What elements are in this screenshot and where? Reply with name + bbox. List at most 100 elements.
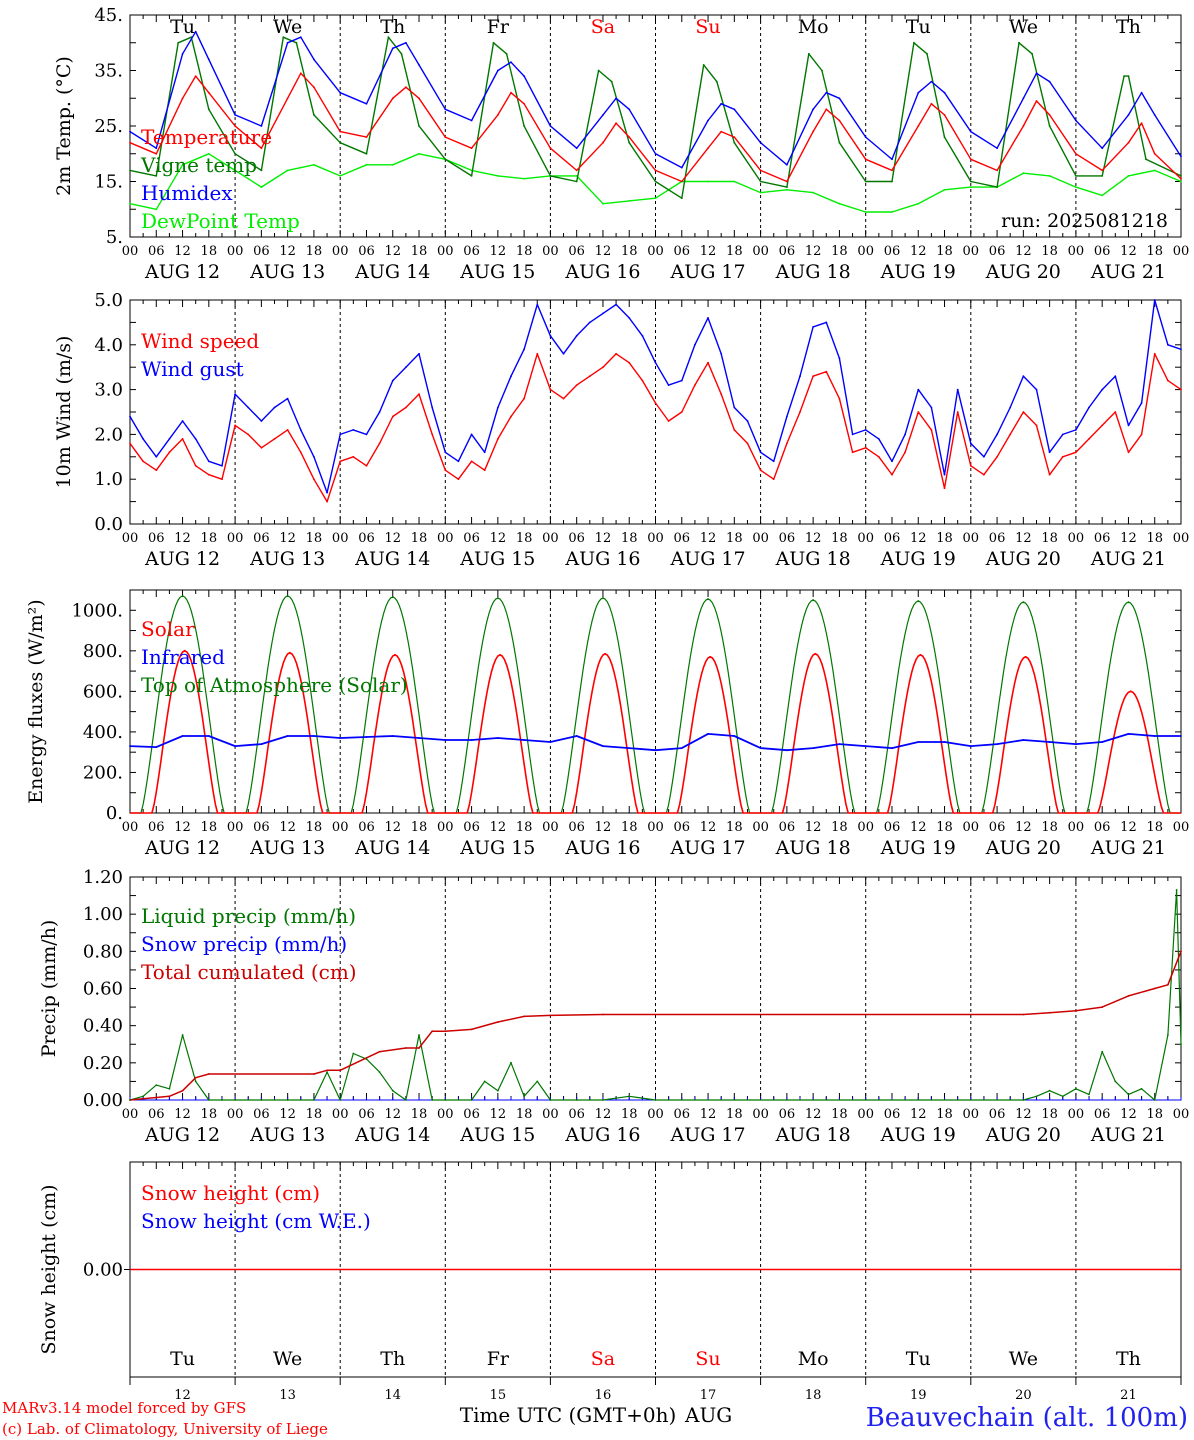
series-point: [1075, 1087, 1077, 1090]
hour-tick-label: 06: [1094, 1107, 1111, 1122]
y-tick-label: 0.40: [83, 1016, 123, 1037]
series-point: [943, 487, 946, 490]
y-tick-label: 0.20: [83, 1053, 123, 1074]
series-point: [575, 147, 578, 150]
series-point: [523, 739, 525, 741]
series-point: [733, 429, 736, 431]
series-point: [641, 379, 644, 382]
series-point: [680, 180, 683, 183]
series-point: [444, 1030, 447, 1033]
hour-tick-label: 00: [1068, 244, 1085, 259]
y-tick-label: 1.20: [83, 867, 123, 888]
hour-tick-label: 00: [1173, 820, 1190, 835]
series-point: [1031, 52, 1033, 55]
series-point: [470, 433, 473, 436]
hour-tick-label: 12: [700, 244, 717, 259]
y-tick-label: 35.: [94, 61, 123, 82]
series-point: [983, 473, 985, 476]
series-point: [1127, 175, 1130, 177]
series-point: [628, 361, 631, 364]
series-point: [864, 180, 867, 183]
series-point: [393, 653, 396, 656]
series-point: [339, 737, 342, 739]
y-tick-label: 600.: [83, 681, 123, 702]
series-point: [694, 384, 696, 386]
hour-tick-label: 06: [884, 244, 901, 259]
series-point: [1101, 169, 1104, 172]
series-point: [759, 141, 762, 144]
hour-tick-label: 00: [857, 244, 874, 259]
hour-tick-label: 18: [201, 244, 218, 259]
series-point: [221, 464, 223, 467]
series-point: [1075, 429, 1077, 431]
hour-tick-label: 06: [148, 244, 165, 259]
series-point: [996, 743, 998, 745]
series-point: [628, 1095, 631, 1098]
panel-frame: [129, 589, 1182, 814]
hour-tick-label: 00: [1173, 531, 1190, 546]
series-point: [680, 379, 683, 382]
series-point: [1035, 72, 1038, 75]
series-point: [391, 735, 394, 737]
series-point: [129, 169, 131, 172]
series-point: [260, 743, 263, 745]
series-point: [1101, 194, 1104, 197]
series-point: [1048, 175, 1051, 177]
hour-tick-label: 18: [936, 1107, 953, 1122]
series-point: [969, 130, 972, 133]
hour-tick-label: 18: [936, 820, 953, 835]
series-point: [418, 352, 420, 355]
legend-entry: Humidex: [141, 181, 233, 205]
date-label: AUG 18: [775, 261, 851, 283]
series-point: [919, 653, 922, 656]
hour-tick-label: 06: [779, 531, 796, 546]
hour-tick-label: 06: [779, 244, 796, 259]
series-point: [326, 500, 328, 503]
series-point: [715, 80, 718, 83]
hour-tick-label: 06: [358, 531, 375, 546]
series-point: [825, 91, 828, 94]
hour-tick-label: 18: [621, 820, 638, 835]
series-point: [838, 141, 841, 144]
series-point: [155, 746, 158, 748]
series-point: [510, 61, 512, 64]
date-label: AUG 12: [144, 1124, 220, 1146]
legend-entry: Temperature: [141, 125, 272, 149]
hour-tick-label: 00: [647, 820, 664, 835]
series-point: [628, 317, 631, 319]
series-point: [510, 375, 512, 378]
series-point: [1175, 889, 1178, 891]
series-point: [575, 169, 578, 172]
series-point: [969, 442, 972, 445]
series-point: [1123, 75, 1125, 77]
series-point: [1180, 735, 1182, 737]
series-point: [339, 1099, 342, 1101]
series-point: [562, 397, 565, 400]
series-point: [1129, 690, 1132, 693]
series-point: [549, 388, 552, 391]
weekday-label: Tu: [906, 16, 931, 38]
day-number-label: 15: [490, 1388, 507, 1403]
series-point: [733, 406, 736, 409]
series-point: [917, 125, 920, 127]
series-point: [497, 438, 499, 440]
hour-tick-label: 18: [1146, 531, 1163, 546]
series-point: [709, 655, 712, 658]
series-point: [943, 91, 946, 94]
series-point: [877, 438, 880, 440]
hour-tick-label: 00: [857, 531, 874, 546]
hour-tick-label: 12: [490, 820, 507, 835]
series-point: [786, 442, 788, 445]
series-point: [615, 352, 617, 355]
series-point: [597, 69, 600, 72]
series-point: [168, 451, 171, 454]
weekday-label: Sa: [591, 16, 615, 38]
series-point: [1022, 97, 1025, 100]
series-point: [996, 455, 998, 458]
hour-tick-label: 06: [463, 531, 480, 546]
weekday-label: Su: [695, 1348, 720, 1370]
series-point: [391, 596, 394, 599]
series-point: [904, 433, 906, 436]
date-label: AUG 13: [249, 837, 325, 859]
